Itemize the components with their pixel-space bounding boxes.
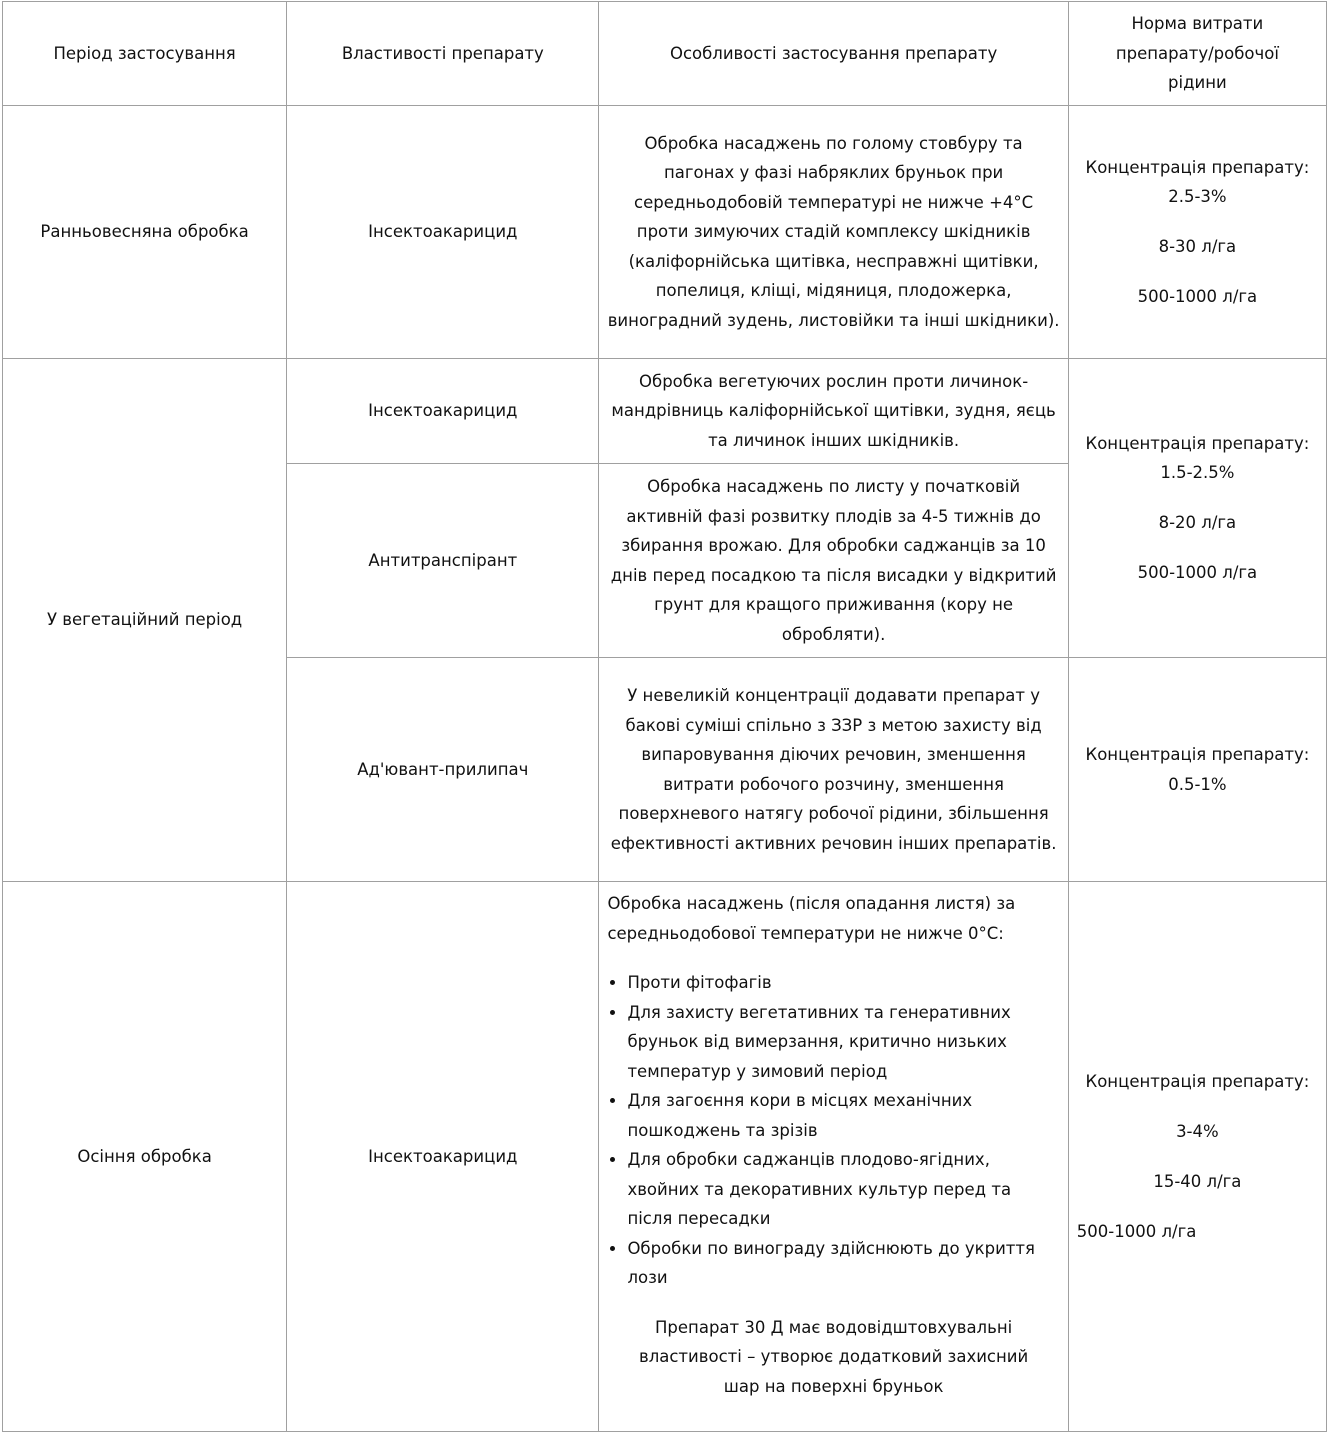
features-cell: У невеликій концентрації додавати препар…	[598, 657, 1069, 882]
norm-concentration: 0.5-1%	[1168, 774, 1227, 794]
norm-label: Концентрація препарату:	[1085, 157, 1310, 177]
norm-concentration: 1.5-2.5%	[1160, 463, 1235, 482]
features-cell: Обробка вегетуючих рослин проти личинок-…	[598, 358, 1069, 464]
period-cell: У вегетаційний період	[1, 358, 288, 882]
header-row: Період застосування Властивості препарат…	[1, 1, 1328, 106]
header-features: Особливості застосування препарату	[598, 1, 1069, 106]
norm-label: Концентрація препарату:	[1085, 433, 1310, 453]
properties-cell: Інсектоакарицид	[286, 358, 600, 464]
period-cell: Осіння обробка	[1, 881, 288, 1432]
list-item: Проти фітофагів	[627, 968, 1059, 998]
properties-cell: Антитранспірант	[286, 463, 600, 658]
features-note: Препарат 30 Д має водовідштовхувальні вл…	[638, 1317, 1029, 1396]
norm-volume: 500-1000 л/га	[1076, 1221, 1197, 1241]
features-cell: Обробка насаджень по голому стовбуру та …	[598, 105, 1069, 359]
norm-dose: 8-20 л/га	[1158, 513, 1237, 532]
norm-volume: 500-1000 л/га	[1137, 563, 1258, 582]
header-norm: Норма витрати препарату/робочої рідини	[1067, 1, 1328, 106]
features-cell: Обробка насаджень (після опадання листя)…	[598, 881, 1069, 1432]
norm-concentration: 2.5-3%	[1168, 187, 1227, 206]
features-intro: Обробка насаджень (після опадання листя)…	[607, 894, 1016, 943]
norm-concentration: 3-4%	[1176, 1121, 1219, 1141]
list-item: Обробки по винограду здійснюють до укрит…	[627, 1234, 1059, 1293]
list-item: Для загоєння кори в місцях механічних по…	[627, 1086, 1059, 1145]
properties-cell: Інсектоакарицид	[286, 105, 600, 359]
norm-label: Концентрація препарату:	[1085, 1071, 1310, 1091]
table-row: Осіння обробка Інсектоакарицид Обробка н…	[1, 881, 1328, 1432]
norm-cell: Концентрація препарату: 3-4% 15-40 л/га …	[1067, 881, 1328, 1432]
table-row: Ранньовесняна обробка Інсектоакарицид Об…	[1, 105, 1328, 359]
norm-label: Концентрація препарату:	[1085, 745, 1310, 764]
norm-volume: 500-1000 л/га	[1137, 287, 1258, 306]
table-row: У вегетаційний період Інсектоакарицид Об…	[1, 358, 1328, 882]
header-period: Період застосування	[1, 1, 288, 106]
norm-cell: Концентрація препарату: 2.5-3% 8-30 л/га …	[1067, 105, 1328, 359]
properties-cell: Інсектоакарицид	[286, 881, 600, 1432]
period-cell: Ранньовесняна обробка	[1, 105, 288, 359]
properties-cell: Ад'ювант-прилипач	[286, 657, 600, 882]
table-row: Антитранспірант Обробка насаджень по лис…	[3, 463, 1327, 658]
header-properties: Властивості препарату	[286, 1, 600, 106]
norm-dose: 8-30 л/га	[1158, 237, 1237, 256]
features-cell: Обробка насаджень по листу у початковій …	[598, 463, 1069, 658]
list-item: Для захисту вегетативних та генеративних…	[627, 998, 1059, 1087]
norm-dose: 15-40 л/га	[1153, 1171, 1242, 1191]
list-item: Для обробки саджанців плодово-ягідних, х…	[627, 1145, 1059, 1234]
norm-cell: Концентрація препарату: 0.5-1%	[1067, 657, 1328, 882]
norm-cell: Концентрація препарату: 1.5-2.5% 8-20 л/г…	[1067, 358, 1328, 658]
table-row: Ад'ювант-прилипач У невеликій концентрац…	[3, 657, 1328, 882]
features-list: Проти фітофагів Для захисту вегетативних…	[607, 968, 1059, 1293]
